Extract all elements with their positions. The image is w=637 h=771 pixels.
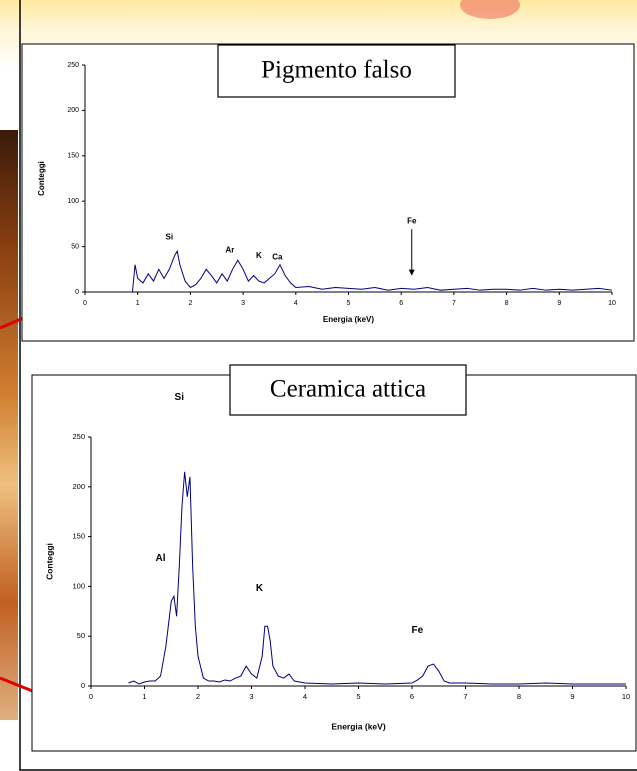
x-tick-label: 1 [142, 692, 146, 701]
top-blob [460, 0, 520, 19]
annotation: Si [175, 392, 185, 403]
arrow-head [408, 269, 415, 276]
x-tick-label: 3 [241, 300, 245, 307]
x-tick-label: 7 [452, 300, 456, 307]
chart-title: Pigmento falso [261, 57, 412, 84]
annotation: Ca [272, 253, 283, 262]
x-axis-label: Energia (keV) [323, 315, 374, 324]
annotation: K [256, 583, 264, 594]
y-tick-label: 200 [67, 107, 79, 114]
x-tick-label: 3 [249, 692, 253, 701]
y-tick-label: 200 [72, 482, 85, 491]
x-tick-label: 2 [188, 300, 192, 307]
annotation: Al [156, 553, 166, 564]
x-tick-label: 0 [89, 692, 93, 701]
x-tick-label: 8 [505, 300, 509, 307]
y-tick-label: 150 [72, 532, 85, 541]
annotation: K [256, 251, 262, 260]
chart-title: Ceramica attica [270, 376, 426, 403]
x-tick-label: 0 [83, 300, 87, 307]
annotation: Fe [412, 625, 424, 636]
y-tick-label: 0 [81, 681, 85, 690]
x-tick-label: 5 [347, 300, 351, 307]
chart-frame [31, 374, 637, 752]
x-tick-label: 6 [410, 692, 414, 701]
x-tick-label: 4 [294, 300, 298, 307]
x-tick-label: 8 [517, 692, 521, 701]
x-tick-label: 1 [136, 300, 140, 307]
y-tick-label: 50 [71, 243, 79, 250]
chart: 0 50 100 150 200 250 0 1 2 3 4 5 6 7 8 9 10 Energia (keV)… [21, 43, 635, 342]
y-tick-label: 100 [72, 581, 85, 590]
y-tick-label: 100 [67, 198, 79, 205]
vase-photo [0, 130, 18, 720]
annotation: Si [166, 233, 174, 242]
y-axis-label: Conteggi [37, 161, 46, 196]
y-tick-label: 150 [67, 153, 79, 160]
spectrum-line [128, 471, 626, 685]
x-tick-label: 7 [463, 692, 467, 701]
title-box [217, 44, 456, 98]
x-tick-label: 6 [399, 300, 403, 307]
x-tick-label: 5 [356, 692, 360, 701]
y-tick-label: 250 [72, 432, 85, 441]
x-tick-label: 9 [557, 300, 561, 307]
x-tick-label: 4 [303, 692, 307, 701]
x-axis-label: Energia (keV) [331, 721, 385, 731]
annotation: Fe [407, 216, 417, 225]
y-tick-label: 0 [75, 289, 79, 296]
title-box [229, 364, 467, 416]
x-tick-label: 10 [622, 692, 630, 701]
spectrum-line [131, 249, 613, 293]
x-tick-label: 10 [608, 300, 616, 307]
y-tick-label: 50 [77, 631, 85, 640]
x-tick-label: 9 [570, 692, 574, 701]
y-tick-label: 250 [67, 62, 79, 69]
y-axis-label: Conteggi [44, 543, 54, 580]
x-tick-label: 2 [196, 692, 200, 701]
annotation: Ar [225, 245, 234, 254]
outer-frame [19, 0, 637, 771]
chart: 0 50 100 150 200 250 0 1 2 3 4 5 6 7 8 9 10 Energia (keV)… [31, 364, 637, 752]
